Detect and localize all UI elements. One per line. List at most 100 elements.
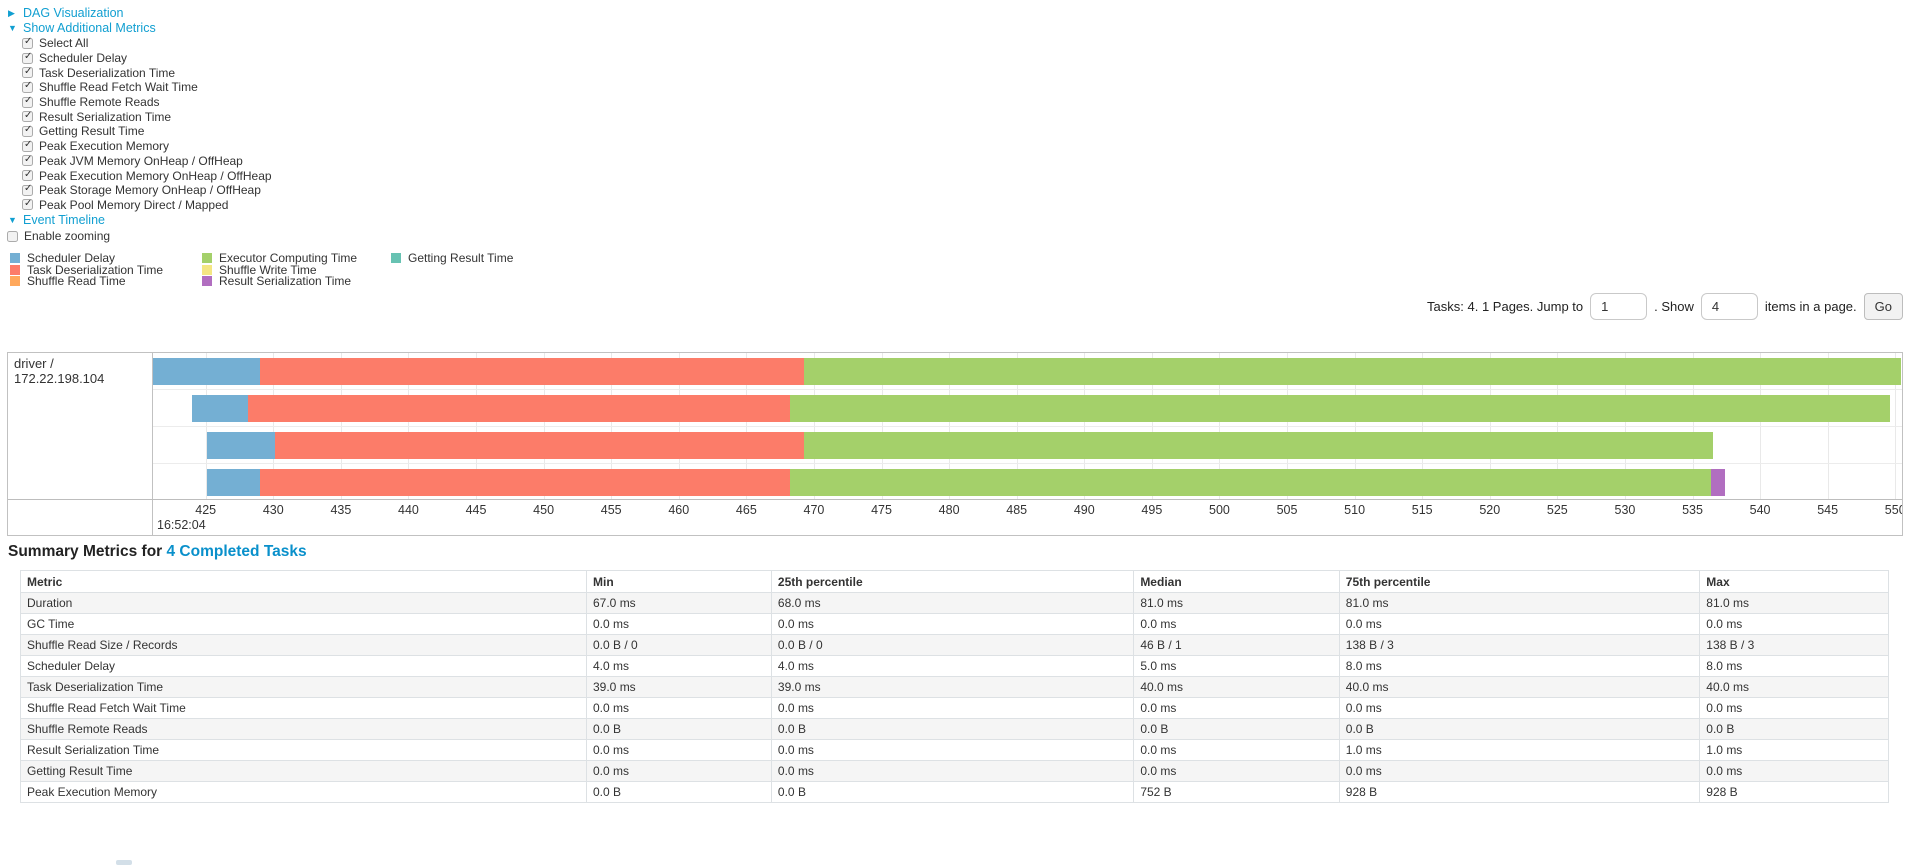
legend-item: Scheduler Delay (10, 251, 163, 265)
task-bar-segment-task_deserialization[interactable] (259, 469, 790, 496)
table-cell: 0.0 B (586, 718, 772, 740)
task-bar-segment-executor_computing[interactable] (804, 358, 1901, 385)
table-cell: 4.0 ms (586, 655, 772, 677)
legend-label: Task Deserialization Time (27, 262, 164, 277)
metric-checkbox-row: Shuffle Read Fetch Wait Time (22, 80, 272, 95)
metric-checkbox[interactable] (22, 154, 33, 167)
task-bar-segment-scheduler_delay[interactable] (207, 469, 260, 496)
task-timeline-row (153, 464, 1902, 499)
table-cell: 0.0 B (770, 781, 1135, 803)
table-cell: Result Serialization Time (20, 739, 587, 761)
legend-item: Shuffle Write Time (202, 263, 357, 277)
table-row: Shuffle Remote Reads 0.0 B 0.0 B 0.0 B 0.0 B… (20, 718, 1889, 740)
table-cell: 0.0 ms (770, 760, 1135, 782)
legend-item: Executor Computing Time (202, 251, 357, 265)
task-bar-segment-scheduler_delay[interactable] (153, 358, 260, 385)
metric-checkbox[interactable] (22, 139, 33, 152)
table-cell: 138 B / 3 (1699, 634, 1889, 656)
table-cell: Scheduler Delay (20, 655, 587, 677)
task-bar-segment-executor_computing[interactable] (789, 469, 1712, 496)
metric-checkbox-row: Peak Storage Memory OnHeap / OffHeap (22, 183, 272, 198)
table-cell: Getting Result Time (20, 760, 587, 782)
legend-label: Shuffle Read Time (27, 274, 126, 289)
enable-zooming-checkbox[interactable] (7, 230, 18, 242)
legend-swatch-shuffle_write (202, 264, 212, 275)
metric-checkbox-row: Scheduler Delay (22, 51, 272, 66)
metric-checkbox-label: Select All (39, 36, 89, 51)
task-bar-segment-task_deserialization[interactable] (274, 432, 805, 459)
axis-tick-label: 425 (195, 503, 217, 517)
task-bar-segment-scheduler_delay[interactable] (207, 432, 275, 459)
table-row: Task Deserialization Time 39.0 ms 39.0 ms 4… (20, 676, 1889, 698)
table-row: Getting Result Time 0.0 ms 0.0 ms 0.0 ms 0.0… (20, 760, 1889, 782)
metric-checkbox[interactable] (22, 169, 33, 182)
metric-checkbox[interactable] (22, 110, 33, 123)
jump-to-page-input[interactable] (1590, 293, 1648, 320)
metric-checkbox[interactable] (22, 198, 33, 211)
timeline-legend: Scheduler Delay Task Deserialization Time… (0, 251, 1907, 289)
metric-checkbox[interactable] (22, 66, 33, 79)
timeline-group-label: driver / 172.22.198.104 (8, 353, 153, 499)
metric-checkbox-row: Peak Execution Memory (22, 139, 272, 154)
metric-checkbox[interactable] (22, 183, 33, 196)
task-bar-segment-executor_computing[interactable] (789, 395, 1890, 422)
metric-checkbox[interactable] (22, 95, 33, 108)
items-in-page-label: items in a page. (1764, 299, 1857, 314)
axis-tick-label: 435 (330, 503, 352, 517)
table-cell: Task Deserialization Time (20, 676, 587, 698)
enable-zooming-row: Enable zooming (7, 229, 110, 243)
table-cell: 5.0 ms (1133, 655, 1340, 677)
task-bar-segment-executor_computing[interactable] (804, 432, 1713, 459)
table-cell: Shuffle Remote Reads (20, 718, 587, 740)
table-row: Peak Execution Memory 0.0 B 0.0 B 752 B 928 … (20, 781, 1889, 803)
metric-checkbox-label: Peak Pool Memory Direct / Mapped (39, 197, 229, 212)
table-cell: Duration (20, 592, 587, 614)
completed-tasks-link[interactable]: 4 Completed Tasks (166, 543, 307, 560)
go-button[interactable]: Go (1863, 293, 1903, 320)
axis-tick-label: 550 (1884, 503, 1902, 517)
axis-tick-label: 545 (1817, 503, 1839, 517)
table-header-cell: Median (1133, 570, 1340, 593)
event-timeline-toggle[interactable]: ▼ Event Timeline (8, 213, 105, 227)
task-bar-segment-task_deserialization[interactable] (247, 395, 790, 422)
task-bar-segment-task_deserialization[interactable] (259, 358, 805, 385)
event-timeline-chart: driver / 172.22.198.104 16:52:04 425 430 4… (7, 352, 1903, 536)
table-cell: 0.0 ms (770, 697, 1135, 719)
axis-tick-label: 505 (1276, 503, 1298, 517)
table-cell: Peak Execution Memory (20, 781, 587, 803)
axis-tick-label: 540 (1749, 503, 1771, 517)
page-size-input[interactable] (1700, 293, 1758, 320)
table-cell: 0.0 ms (1133, 739, 1340, 761)
metric-checkbox-label: Scheduler Delay (39, 51, 128, 66)
table-header-cell: Max (1699, 570, 1889, 593)
task-timeline-row (153, 390, 1902, 427)
summary-metrics-title: Summary Metrics for (8, 543, 167, 560)
legend-column: Scheduler Delay Task Deserialization Time… (10, 251, 164, 289)
metric-checkbox[interactable] (22, 36, 33, 49)
chevron-down-icon: ▼ (8, 23, 17, 33)
metric-checkbox[interactable] (22, 124, 33, 137)
metric-checkbox[interactable] (22, 80, 33, 93)
task-bar-segment-scheduler_delay[interactable] (192, 395, 248, 422)
task-bar-segment-result_serialization[interactable] (1711, 469, 1725, 496)
metric-checkbox[interactable] (22, 51, 33, 64)
show-additional-metrics-toggle[interactable]: ▼ Show Additional Metrics (8, 21, 156, 35)
table-cell: 0.0 B (586, 781, 772, 803)
dag-visualization-toggle[interactable]: ▶ DAG Visualization (8, 6, 124, 20)
table-cell: 0.0 ms (1699, 613, 1889, 635)
table-row: Shuffle Read Size / Records 0.0 B / 0 0.0 … (20, 634, 1889, 656)
table-header-cell: 25th percentile (770, 570, 1135, 593)
table-row: Shuffle Read Fetch Wait Time 0.0 ms 0.0 ms… (20, 697, 1889, 719)
legend-swatch-scheduler_delay (10, 252, 20, 263)
table-cell: 0.0 ms (586, 613, 772, 635)
table-cell: 0.0 B (1699, 718, 1889, 740)
table-cell: 0.0 B (1133, 718, 1340, 740)
table-cell: 0.0 ms (1133, 613, 1340, 635)
table-cell: 0.0 B (1338, 718, 1701, 740)
table-cell: 46 B / 1 (1133, 634, 1340, 656)
axis-tick-label: 460 (668, 503, 690, 517)
table-cell: 752 B (1133, 781, 1340, 803)
metric-checkbox-row: Peak JVM Memory OnHeap / OffHeap (22, 154, 272, 169)
metric-checkbox-label: Shuffle Remote Reads (39, 95, 160, 110)
dag-visualization-label: DAG Visualization (23, 6, 124, 20)
